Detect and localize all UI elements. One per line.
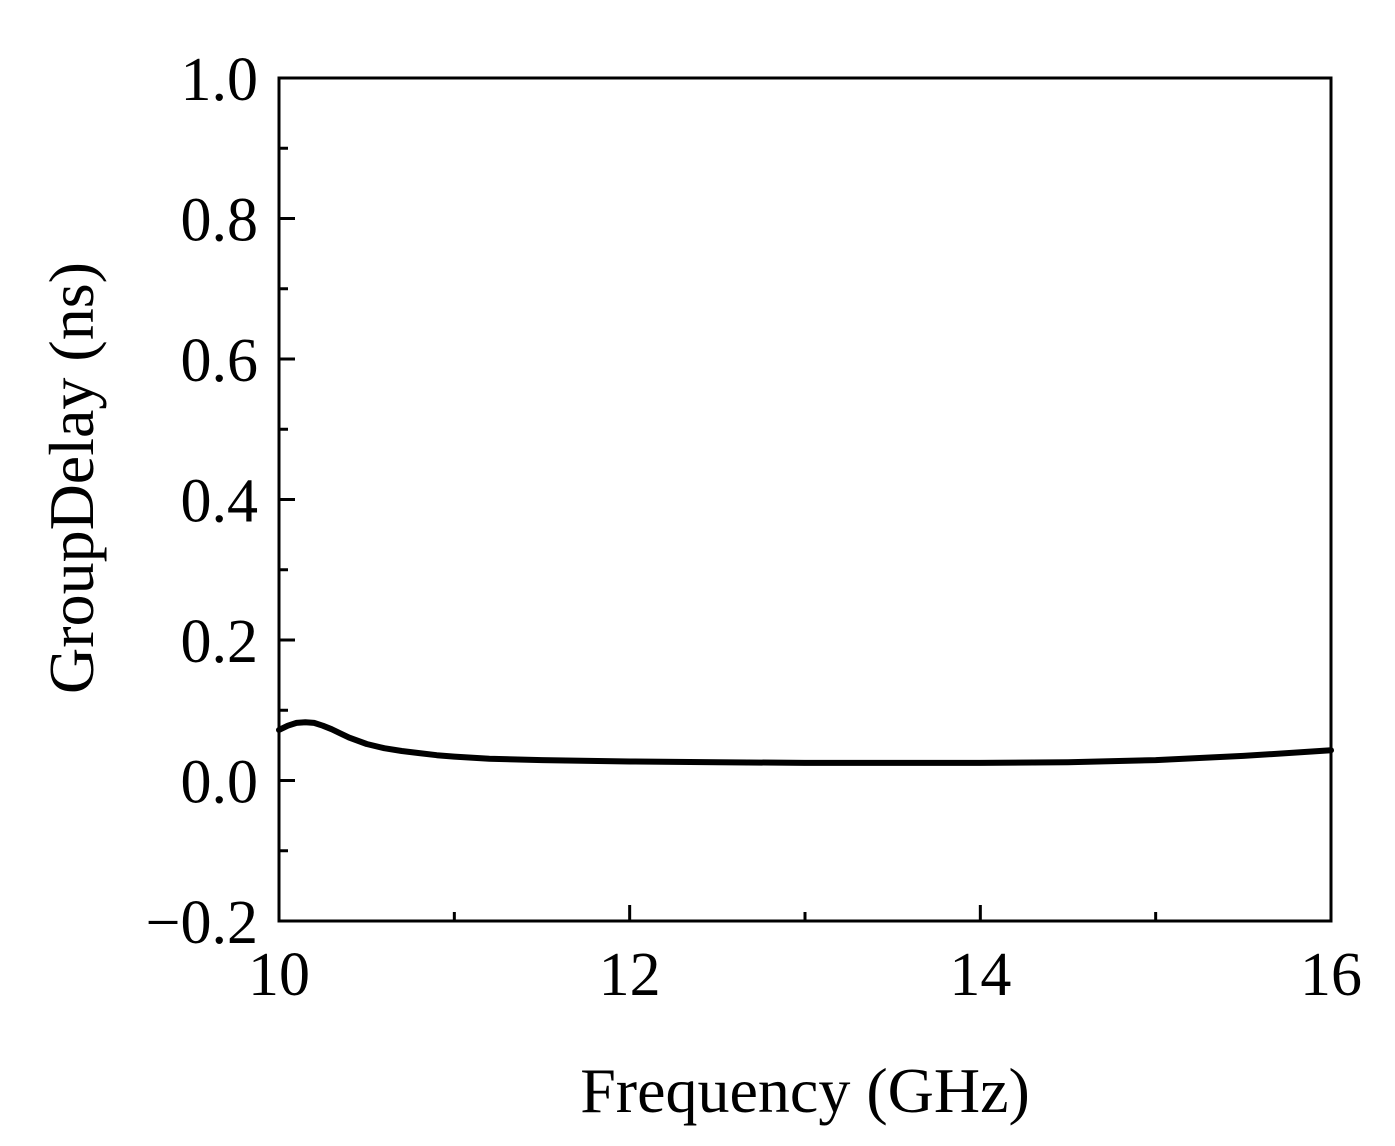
y-tick-label: 0.4 bbox=[181, 468, 259, 536]
y-tick-label: 0.8 bbox=[181, 187, 259, 255]
x-tick-label: 16 bbox=[1300, 941, 1362, 1009]
group-delay-line bbox=[276, 719, 1334, 766]
x-tick-label: 14 bbox=[949, 941, 1011, 1009]
x-tick-label: 12 bbox=[599, 941, 661, 1009]
y-tick-label: 0.0 bbox=[181, 749, 259, 817]
y-tick-label: 0.6 bbox=[181, 327, 259, 395]
minor-ticks bbox=[279, 146, 1158, 921]
x-axis-label: Frequency (GHz) bbox=[580, 1055, 1030, 1126]
plot-frame bbox=[277, 76, 1333, 923]
y-axis-label: GroupDelay (ns) bbox=[36, 262, 107, 694]
x-tick-label: 10 bbox=[248, 941, 310, 1009]
major-ticks bbox=[277, 76, 1333, 923]
y-tick-label: 1.0 bbox=[181, 46, 259, 114]
x-tick-labels: 10 12 14 16 bbox=[248, 941, 1362, 1009]
y-tick-label: −0.2 bbox=[146, 889, 258, 957]
y-tick-labels: −0.2 0.0 0.2 0.4 0.6 0.8 1.0 bbox=[146, 46, 258, 957]
y-tick-label: 0.2 bbox=[181, 608, 259, 676]
